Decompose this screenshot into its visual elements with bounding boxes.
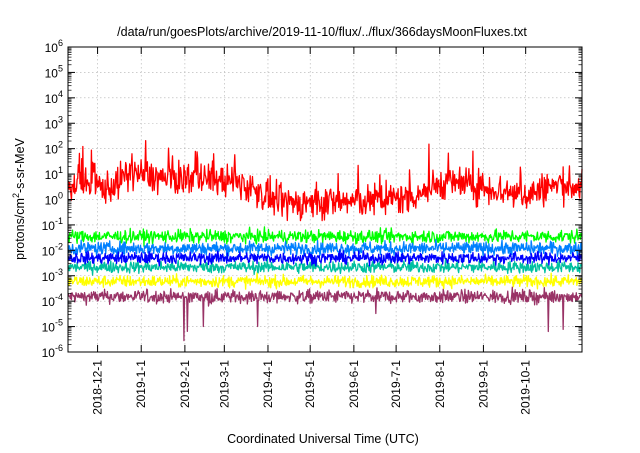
y-tick-label-exp: 3	[58, 114, 63, 124]
y-tick-label-exp: 6	[58, 38, 63, 48]
y-tick-label-exp: 4	[58, 89, 63, 99]
y-tick-label-base: 10	[42, 321, 56, 335]
series-line	[67, 272, 583, 290]
y-tick-label-exp: -1	[55, 216, 63, 226]
y-tick-label-exp: -6	[55, 343, 63, 353]
y-tick-label-exp: -5	[55, 318, 63, 328]
y-tick-label: 101	[45, 165, 63, 182]
y-axis-label: protons/cm2-s-sr-MeV	[11, 137, 27, 259]
y-tick-label: 106	[45, 38, 63, 55]
x-tick-label: 2019-6-1	[347, 360, 361, 408]
x-tick-label: 2019-2-1	[178, 360, 192, 408]
y-tick-label-base: 10	[45, 168, 59, 182]
y-tick-label-base: 10	[45, 143, 59, 157]
y-axis-label-rest: -s-sr-MeV	[13, 137, 27, 193]
series-line	[67, 226, 583, 247]
y-tick-label-exp: 5	[58, 63, 63, 73]
chart-title: /data/run/goesPlots/archive/2019-11-10/f…	[117, 25, 527, 39]
y-tick-label: 10-1	[42, 216, 63, 233]
series-line	[67, 140, 583, 222]
y-tick-label: 10-5	[42, 318, 63, 335]
y-tick-label: 10-4	[42, 292, 63, 309]
y-tick-label: 102	[45, 140, 63, 157]
y-axis-label-main: protons/cm	[13, 198, 27, 260]
x-tick-label: 2019-3-1	[217, 360, 231, 408]
series-line	[67, 258, 583, 276]
y-tick-label: 105	[45, 63, 63, 80]
series-line	[67, 238, 583, 258]
y-tick-label-exp: 2	[58, 140, 63, 150]
y-tick-label: 103	[45, 114, 63, 131]
y-tick-label-base: 10	[45, 194, 59, 208]
y-tick-label-base: 10	[45, 92, 59, 106]
y-tick-label-exp: -2	[55, 241, 63, 251]
series-line	[67, 286, 583, 342]
y-tick-label-base: 10	[42, 244, 56, 258]
y-tick-label-base: 10	[45, 41, 59, 55]
y-tick-label-base: 10	[45, 66, 59, 80]
x-tick-label: 2019-1-1	[134, 360, 148, 408]
y-axis-label-sup: 2	[11, 193, 21, 198]
y-tick-label-exp: 0	[58, 191, 63, 201]
y-tick-label-base: 10	[42, 295, 56, 309]
x-tick-label: 2019-9-1	[476, 360, 490, 408]
y-tick-label-exp: 1	[58, 165, 63, 175]
y-tick-label-base: 10	[42, 346, 56, 360]
y-tick-label: 100	[45, 191, 63, 208]
x-tick-label: 2019-7-1	[389, 360, 403, 408]
y-tick-label: 10-2	[42, 241, 63, 258]
x-tick-label: 2019-8-1	[433, 360, 447, 408]
y-tick-label-base: 10	[42, 270, 56, 284]
y-tick-label-base: 10	[45, 117, 59, 131]
y-tick-label-base: 10	[42, 219, 56, 233]
y-tick-label: 104	[45, 89, 63, 106]
y-tick-label: 10-3	[42, 267, 63, 284]
x-tick-label: 2019-10-1	[519, 360, 533, 415]
y-tick-label-exp: -4	[55, 292, 63, 302]
x-axis-label: Coordinated Universal Time (UTC)	[227, 432, 419, 446]
series-layer	[67, 140, 583, 342]
series-line	[67, 249, 583, 267]
x-tick-label: 2019-5-1	[303, 360, 317, 408]
y-tick-label: 10-6	[42, 343, 63, 360]
y-tick-label-exp: -3	[55, 267, 63, 277]
x-tick-label: 2018-12-1	[91, 360, 105, 415]
x-tick-label: 2019-4-1	[261, 360, 275, 408]
axis-layer: 10-610-510-410-310-210-11001011021031041…	[42, 38, 582, 415]
